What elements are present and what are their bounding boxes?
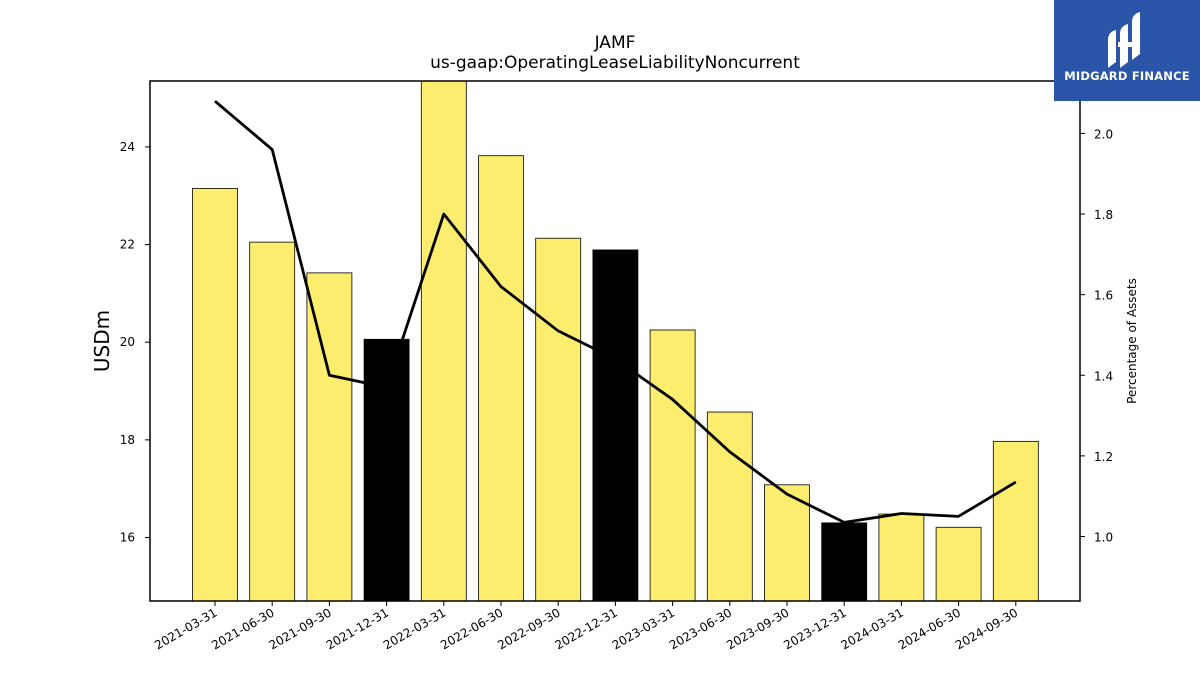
x-tick-label: 2024-09-30 bbox=[953, 605, 1020, 652]
x-tick-label: 2021-12-31 bbox=[324, 605, 391, 652]
y-tick-label: 20 bbox=[120, 335, 135, 349]
x-axis: 2021-03-312021-06-302021-09-302021-12-31… bbox=[152, 601, 1020, 652]
bar-2022-09-30 bbox=[535, 237, 582, 602]
bar-2022-12-31 bbox=[592, 249, 639, 602]
y-axis-left: 16 18 20 22 24 bbox=[120, 140, 150, 545]
x-tick-label: 2023-03-31 bbox=[610, 605, 677, 652]
x-tick-label: 2021-06-30 bbox=[209, 605, 276, 652]
bar-2021-09-30 bbox=[306, 272, 353, 602]
x-tick-label: 2024-06-30 bbox=[896, 605, 963, 652]
percentage-line bbox=[214, 100, 1017, 524]
y2-axis-label: Percentage of Assets bbox=[1125, 278, 1139, 404]
bar-2022-06-30 bbox=[478, 155, 524, 602]
y2-tick-label: 1.4 bbox=[1094, 369, 1113, 383]
y-tick-label: 16 bbox=[120, 531, 135, 545]
x-tick-label: 2023-12-31 bbox=[781, 605, 848, 652]
bar-2024-09-30 bbox=[992, 440, 1039, 602]
x-tick-label: 2022-09-30 bbox=[495, 605, 562, 652]
midgard-logo-icon bbox=[1108, 12, 1140, 68]
bar-2023-03-31 bbox=[649, 329, 696, 602]
y-tick-label: 24 bbox=[120, 140, 135, 154]
x-tick-label: 2021-09-30 bbox=[266, 605, 333, 652]
chart-subtitle: us-gaap:OperatingLeaseLiabilityNoncurren… bbox=[430, 53, 800, 73]
logo-text: MIDGARD FINANCE bbox=[1064, 69, 1190, 83]
bar-2021-12-31 bbox=[363, 338, 410, 602]
y-axis-right: 1.0 1.2 1.4 1.6 1.8 2.0 bbox=[1080, 127, 1113, 545]
x-tick-label: 2021-03-31 bbox=[152, 605, 219, 652]
bar-2021-06-30 bbox=[249, 241, 296, 602]
bar-2023-09-30 bbox=[764, 484, 810, 602]
line-group bbox=[214, 100, 1017, 524]
x-tick-label: 2023-09-30 bbox=[724, 605, 791, 652]
bar-2024-06-30 bbox=[935, 526, 982, 602]
chart-title: JAMF bbox=[594, 33, 636, 53]
x-tick-label: 2022-12-31 bbox=[552, 605, 619, 652]
y-tick-label: 22 bbox=[120, 238, 135, 252]
x-tick-label: 2022-06-30 bbox=[438, 605, 505, 652]
y2-tick-label: 1.2 bbox=[1094, 450, 1113, 464]
y-tick-label: 18 bbox=[120, 433, 135, 447]
bar-2021-03-31 bbox=[192, 188, 238, 602]
y2-tick-label: 1.8 bbox=[1094, 208, 1113, 222]
bar-2023-12-31 bbox=[821, 522, 868, 602]
bar-2022-03-31 bbox=[420, 80, 467, 602]
y2-tick-label: 1.0 bbox=[1094, 531, 1113, 545]
x-tick-label: 2024-03-31 bbox=[838, 605, 905, 652]
y2-tick-label: 1.6 bbox=[1094, 289, 1113, 303]
x-tick-label: 2022-03-31 bbox=[381, 605, 448, 652]
bar-2024-03-31 bbox=[878, 513, 925, 602]
bar-2023-06-30 bbox=[706, 411, 753, 602]
y-axis-label: USDm bbox=[90, 310, 114, 372]
brand-logo: MIDGARD FINANCE bbox=[1054, 0, 1200, 101]
y2-tick-label: 2.0 bbox=[1094, 127, 1113, 141]
x-tick-label: 2023-06-30 bbox=[667, 605, 734, 652]
bar-group bbox=[192, 80, 1039, 602]
